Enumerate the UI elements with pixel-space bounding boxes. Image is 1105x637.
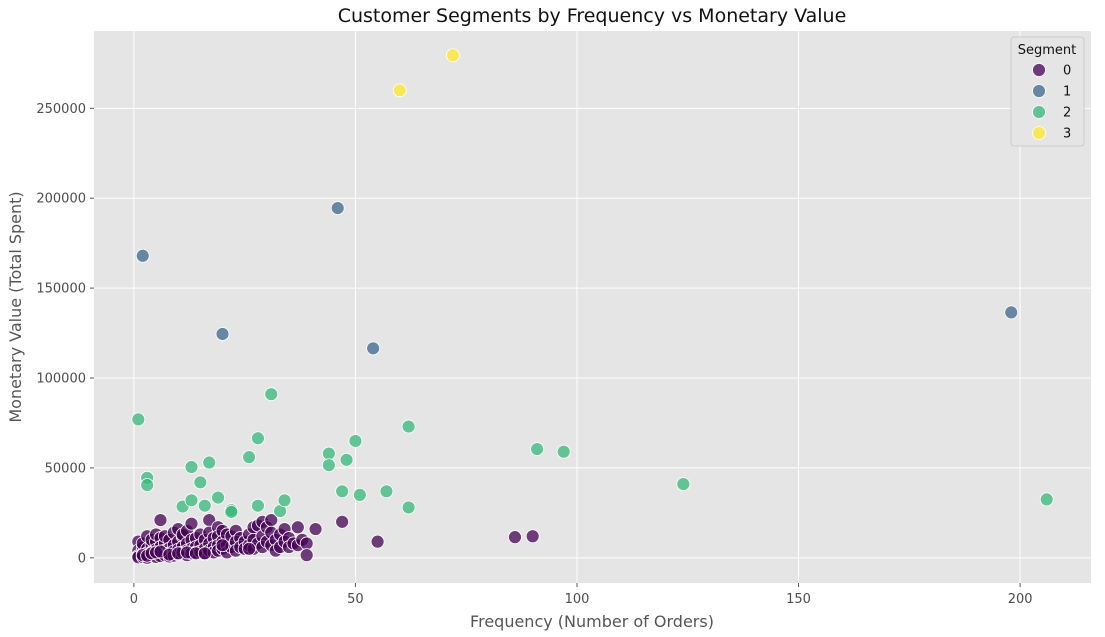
legend: Segment 0 1 2 3 [1010, 36, 1085, 147]
legend-box [1010, 36, 1085, 147]
segment-3-point [446, 48, 460, 63]
x-tick-label: 150 [786, 592, 811, 607]
segment-2-point [193, 475, 208, 490]
y-tick-label: 150000 [36, 282, 86, 297]
legend-entries: 0 1 2 3 [1032, 63, 1071, 142]
segment-2-point [251, 431, 265, 446]
segment-0-point [197, 546, 212, 561]
segment-0-point [299, 548, 314, 563]
segment-1-point [330, 201, 345, 216]
segment-1-point [1004, 305, 1019, 320]
y-tick-label: 250000 [36, 102, 86, 117]
segment-1-point [215, 327, 230, 341]
segment-0-point [525, 529, 540, 544]
segment-1-point [135, 248, 150, 263]
legend-marker [1032, 84, 1046, 98]
legend-marker [1032, 105, 1046, 119]
segment-2-point [530, 442, 545, 456]
segment-0-point [242, 541, 256, 556]
legend-label: 0 [1063, 64, 1071, 79]
segment-0-point [153, 513, 168, 527]
segment-2-point [556, 444, 571, 459]
segment-2-point [676, 477, 691, 492]
segment-0-point [335, 514, 350, 529]
grid-lines [94, 31, 1091, 583]
y-tick-label: 100000 [36, 372, 86, 387]
y-tick-label: 0 [78, 551, 86, 566]
segment-0-point [215, 538, 230, 553]
x-tick-label: 0 [130, 592, 138, 607]
x-tick-label: 100 [565, 592, 590, 607]
segment-2-point [339, 452, 354, 467]
segment-2-point [277, 493, 292, 508]
segment-2-point [202, 455, 217, 470]
segment-2-point [140, 478, 155, 492]
segment-2-point [401, 500, 416, 515]
segment-2-point [401, 419, 416, 434]
y-axis-ticks: 0 50000 100000 150000 200000 250000 [36, 102, 94, 566]
y-tick-label: 50000 [45, 461, 86, 476]
plot-background [94, 31, 1091, 583]
segment-2-point [184, 493, 199, 508]
segment-2-point [242, 450, 256, 465]
segment-2-point [321, 446, 336, 461]
segment-2-point [1039, 492, 1054, 507]
legend-label: 3 [1063, 127, 1071, 142]
chart-title: Customer Segments by Frequency vs Moneta… [338, 5, 847, 27]
y-axis-label: Monetary Value (Total Spent) [6, 191, 25, 422]
y-tick-label: 200000 [36, 192, 86, 207]
data-points [131, 48, 1054, 565]
segment-0-point [308, 522, 323, 536]
x-tick-label: 200 [1008, 592, 1033, 607]
legend-marker [1032, 126, 1046, 140]
x-tick-label: 50 [347, 592, 364, 607]
segment-2-point [251, 498, 265, 513]
segment-1-point [366, 341, 381, 356]
segment-2-point [211, 490, 225, 505]
segment-0-point [290, 520, 305, 535]
segment-2-point [335, 484, 350, 499]
segment-0-point [508, 530, 522, 545]
segment-2-point [264, 387, 279, 402]
legend-label: 2 [1063, 106, 1071, 121]
segment-2-point [352, 487, 367, 502]
segment-2-point [184, 460, 199, 474]
segment-0-point [184, 516, 199, 531]
segment-0-point [370, 534, 385, 549]
legend-marker [1032, 63, 1046, 77]
segment-3-point [392, 83, 407, 98]
segment-2-point [224, 505, 239, 519]
legend-title: Segment [1018, 43, 1077, 58]
segment-2-point [131, 412, 146, 427]
legend-label: 1 [1063, 85, 1071, 100]
segment-2-point [197, 498, 212, 513]
segment-2-point [348, 434, 363, 448]
x-axis-ticks: 0 50 100 150 200 [130, 583, 1033, 607]
x-axis-label: Frequency (Number of Orders) [470, 612, 714, 631]
segment-2-point [379, 484, 394, 499]
segment-0-point [299, 536, 314, 551]
segment-2-point [321, 458, 336, 473]
